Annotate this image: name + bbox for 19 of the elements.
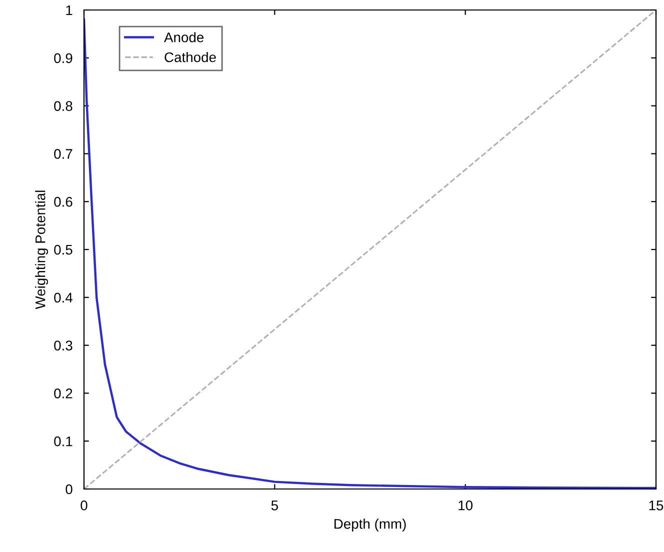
x-tick-label: 0 [80,500,88,510]
x-axis-title: Depth (mm) [334,518,406,532]
y-tick-label: 0.5 [54,244,72,255]
y-tick-label: 0.7 [54,149,72,159]
y-tick-label: 0.2 [54,388,72,398]
y-tick-label: 0.6 [54,196,72,207]
x-tick-label: 10 [458,500,473,510]
y-axis-title: Weighting Potential [35,190,48,310]
y-tick-label: 0.4 [54,292,72,303]
legend-label: Cathode [164,52,216,62]
y-tick-label: 0.8 [54,101,72,111]
legend-label: Anode [164,32,204,42]
y-tick-label: 0.1 [54,436,72,446]
y-tick-label: 0 [66,484,72,494]
x-tick-label: 5 [271,500,278,510]
y-tick-label: 0.3 [54,340,72,350]
x-tick-label: 15 [649,500,664,510]
y-tick-label: 0.9 [54,53,72,64]
y-tick-label: 1 [66,5,72,16]
